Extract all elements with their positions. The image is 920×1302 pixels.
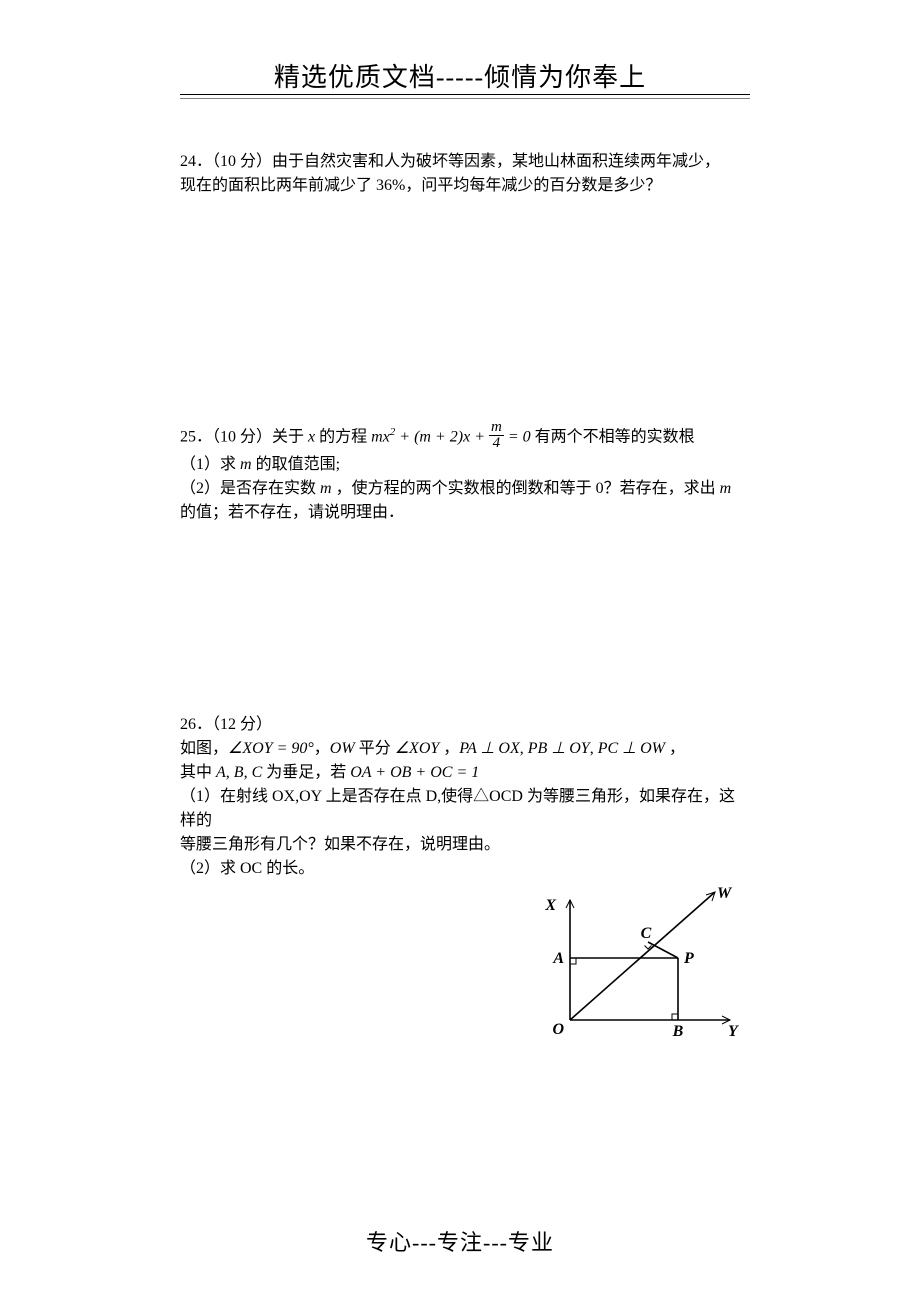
- pc: PC ⊥ OW: [598, 740, 665, 757]
- svg-text:B: B: [672, 1023, 684, 1040]
- sum: OA + OB + OC = 1: [350, 764, 479, 781]
- content-area: 24．（10 分）由于自然灾害和人为破坏等因素，某地山林面积连续两年减少， 现在…: [180, 150, 750, 899]
- problem-24: 24．（10 分）由于自然灾害和人为破坏等因素，某地山林面积连续两年减少， 现在…: [180, 150, 750, 198]
- eq-a: mx: [371, 428, 390, 445]
- eq-c: = 0: [504, 428, 531, 445]
- pa: PA ⊥ OX: [459, 740, 519, 757]
- svg-text:W: W: [717, 885, 733, 902]
- p26-l1: 26．（12 分）: [180, 713, 750, 737]
- p26-l5: 等腰三角形有几个？如果不存在，说明理由。: [180, 833, 750, 857]
- svg-text:O: O: [552, 1021, 564, 1038]
- p26-l3: 其中 A, B, C 为垂足，若 OA + OB + OC = 1: [180, 761, 750, 785]
- p25-sub2: （2）是否存在实数 m ，使方程的两个实数根的倒数和等于 0？若存在，求出 m: [180, 477, 750, 501]
- eq-frac: m4: [489, 420, 504, 451]
- problem-25: 25．（10 分）关于 x 的方程 mx2 + (m + 2)x + m4 = …: [180, 416, 750, 525]
- frac-den: 4: [489, 436, 504, 451]
- p25-sub1: （1）求 m 的取值范围;: [180, 453, 750, 477]
- eq-b: + (m + 2)x +: [395, 428, 489, 445]
- problem-26: 26．（12 分） 如图，∠XOY = 90°，OW 平分 ∠XOY ，PA ⊥…: [180, 713, 750, 881]
- p25-s1a: （1）求: [180, 456, 240, 473]
- p25-line1: 25．（10 分）关于 x 的方程 mx2 + (m + 2)x + m4 = …: [180, 416, 750, 453]
- p24-line1: 24．（10 分）由于自然灾害和人为破坏等因素，某地山林面积连续两年减少，: [180, 150, 750, 174]
- page: { "header": "精选优质文档-----倾情为你奉上", "footer…: [0, 0, 920, 1302]
- p26-l2a: 如图，: [180, 740, 228, 757]
- p26-l2d: ，: [439, 740, 459, 757]
- p24-line2: 现在的面积比两年前减少了 36%，问平均每年减少的百分数是多少？: [180, 174, 750, 198]
- p25-tail: 有两个不相等的实数根: [531, 428, 695, 445]
- abc: A, B, C: [216, 764, 262, 781]
- p26-l4: （1）在射线 OX,OY 上是否存在点 D,使得△OCD 为等腰三角形，如果存在…: [180, 785, 750, 833]
- p26-l2: 如图，∠XOY = 90°，OW 平分 ∠XOY ，PA ⊥ OX, PB ⊥ …: [180, 737, 750, 761]
- p26-l2e: ，: [665, 740, 685, 757]
- svg-text:X: X: [544, 897, 556, 914]
- p25-mid: 的方程: [315, 428, 371, 445]
- ow: OW: [330, 740, 355, 757]
- p26-l6: （2）求 OC 的长。: [180, 857, 750, 881]
- p25-s1b: 的取值范围;: [252, 456, 340, 473]
- svg-text:C: C: [641, 925, 652, 942]
- figure-26: X W A C P O B Y: [540, 880, 740, 1040]
- p26-l3b: 为垂足，若: [262, 764, 350, 781]
- header-rule-outer: [180, 94, 750, 95]
- figure-svg: X W A C P O B Y: [540, 880, 740, 1040]
- p26-l3a: 其中: [180, 764, 216, 781]
- comma1: ,: [520, 740, 528, 757]
- p26-l2b: ，: [314, 740, 330, 757]
- var-m1: m: [240, 456, 252, 473]
- svg-text:A: A: [552, 950, 564, 967]
- comma2: ,: [590, 740, 598, 757]
- ang2: ∠XOY: [395, 740, 440, 757]
- p26-l2c: 平分: [355, 740, 395, 757]
- p25-s2b: ，使方程的两个实数根的倒数和等于 0？若存在，求出: [332, 480, 720, 497]
- spacer: [180, 216, 750, 416]
- svg-text:Y: Y: [728, 1023, 739, 1040]
- frac-num: m: [489, 420, 504, 436]
- page-footer: 专心---专注---专业: [0, 1225, 920, 1257]
- var-m3: m: [720, 480, 732, 497]
- p25-lead: 25．（10 分）关于: [180, 428, 308, 445]
- spacer: [180, 543, 750, 713]
- p25-sub3: 的值；若不存在，请说明理由．: [180, 501, 750, 525]
- pb: PB ⊥ OY: [528, 740, 590, 757]
- p25-s2a: （2）是否存在实数: [180, 480, 320, 497]
- var-m2: m: [320, 480, 332, 497]
- ang1: ∠XOY = 90°: [228, 740, 314, 757]
- svg-text:P: P: [683, 950, 694, 967]
- header-rule-inner: [180, 98, 750, 99]
- page-header: 精选优质文档-----倾情为你奉上: [0, 57, 920, 94]
